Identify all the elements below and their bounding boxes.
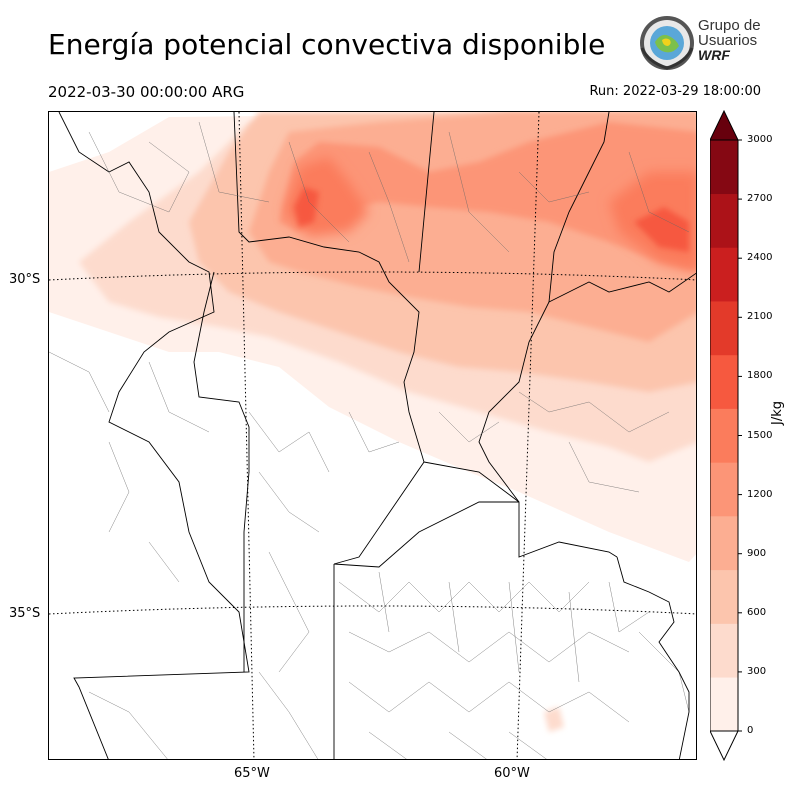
colorbar-segment bbox=[710, 462, 738, 517]
border-e bbox=[478, 112, 610, 503]
border-b bbox=[193, 271, 250, 672]
colorbar-tick-label: 1200 bbox=[747, 488, 773, 500]
colorbar-ticks bbox=[738, 139, 742, 732]
colorbar-tick-label: 3000 bbox=[747, 134, 773, 145]
border-c bbox=[418, 112, 435, 273]
colorbar-tick-label: 900 bbox=[747, 547, 767, 559]
valid-time: 2022-03-30 00:00:00 ARG bbox=[48, 83, 245, 101]
logo-line-3: WRF bbox=[698, 47, 730, 63]
colorbar-tick-label: 0 bbox=[747, 725, 754, 736]
dept-lines-north bbox=[88, 121, 690, 263]
lon-label-65w: 65°W bbox=[234, 766, 270, 781]
graticule bbox=[49, 112, 696, 759]
colorbar-tick-label: 2700 bbox=[747, 193, 773, 205]
border-f bbox=[548, 272, 696, 303]
colorbar bbox=[710, 110, 742, 762]
cape-level-6b bbox=[634, 207, 689, 252]
border-h bbox=[333, 501, 519, 568]
colorbar-segment bbox=[710, 677, 738, 732]
logo-line-1: Grupo de bbox=[698, 17, 761, 34]
dept-lines-south bbox=[88, 441, 320, 759]
colorbar-segment bbox=[710, 408, 738, 463]
chart-title: Energía potencial convectiva disponible bbox=[48, 28, 606, 61]
colorbar-over-triangle bbox=[710, 110, 739, 141]
graticule-lon-60 bbox=[516, 112, 540, 759]
graticule-lat-30 bbox=[49, 271, 696, 281]
border-d bbox=[423, 461, 618, 558]
wrf-globe-icon bbox=[640, 16, 694, 70]
colorbar-segment bbox=[710, 354, 738, 409]
colorbar-tick-label: 1500 bbox=[747, 429, 773, 441]
map-panel bbox=[48, 111, 697, 760]
department-borders bbox=[49, 121, 690, 759]
dept-lines-center bbox=[49, 351, 670, 493]
run-time: Run: 2022-03-29 18:00:00 bbox=[589, 84, 761, 99]
graticule-lon-65 bbox=[238, 112, 255, 759]
colorbar-unit-label: J/kg bbox=[770, 401, 785, 425]
graticule-lat-35 bbox=[49, 605, 696, 615]
colorbar-segment bbox=[710, 623, 738, 678]
coastline bbox=[616, 556, 690, 759]
cape-level-6 bbox=[294, 187, 319, 227]
dept-lines-buenos-aires bbox=[338, 571, 690, 759]
cape-fill-layer bbox=[49, 112, 696, 732]
wrf-logo: Grupo de Usuarios WRF bbox=[638, 14, 768, 74]
province-borders bbox=[58, 112, 696, 759]
cape-level-4 bbox=[279, 122, 696, 272]
lon-label-60w: 60°W bbox=[494, 766, 530, 781]
colorbar-segment bbox=[710, 140, 738, 195]
colorbar-segment bbox=[710, 301, 738, 356]
colorbar-segment bbox=[710, 247, 738, 302]
colorbar-tick-label: 600 bbox=[747, 606, 767, 618]
cape-map bbox=[49, 112, 696, 759]
colorbar-tick-label: 2400 bbox=[747, 252, 773, 264]
colorbar-segments bbox=[710, 139, 739, 732]
colorbar-segment bbox=[710, 569, 738, 624]
colorbar-under-triangle bbox=[710, 730, 739, 762]
lat-label-35s: 35°S bbox=[9, 606, 41, 621]
lat-label-30s: 30°S bbox=[9, 272, 41, 287]
logo-line-2: Usuarios bbox=[698, 32, 758, 49]
colorbar-tick-label: 300 bbox=[747, 665, 767, 677]
border-a bbox=[233, 112, 425, 565]
cape-level-1-south bbox=[544, 707, 564, 732]
colorbar-tick-label: 2100 bbox=[747, 311, 773, 323]
colorbar-tick-label: 1800 bbox=[747, 370, 773, 382]
colorbar-segment bbox=[710, 193, 738, 248]
colorbar-segment bbox=[710, 516, 738, 571]
